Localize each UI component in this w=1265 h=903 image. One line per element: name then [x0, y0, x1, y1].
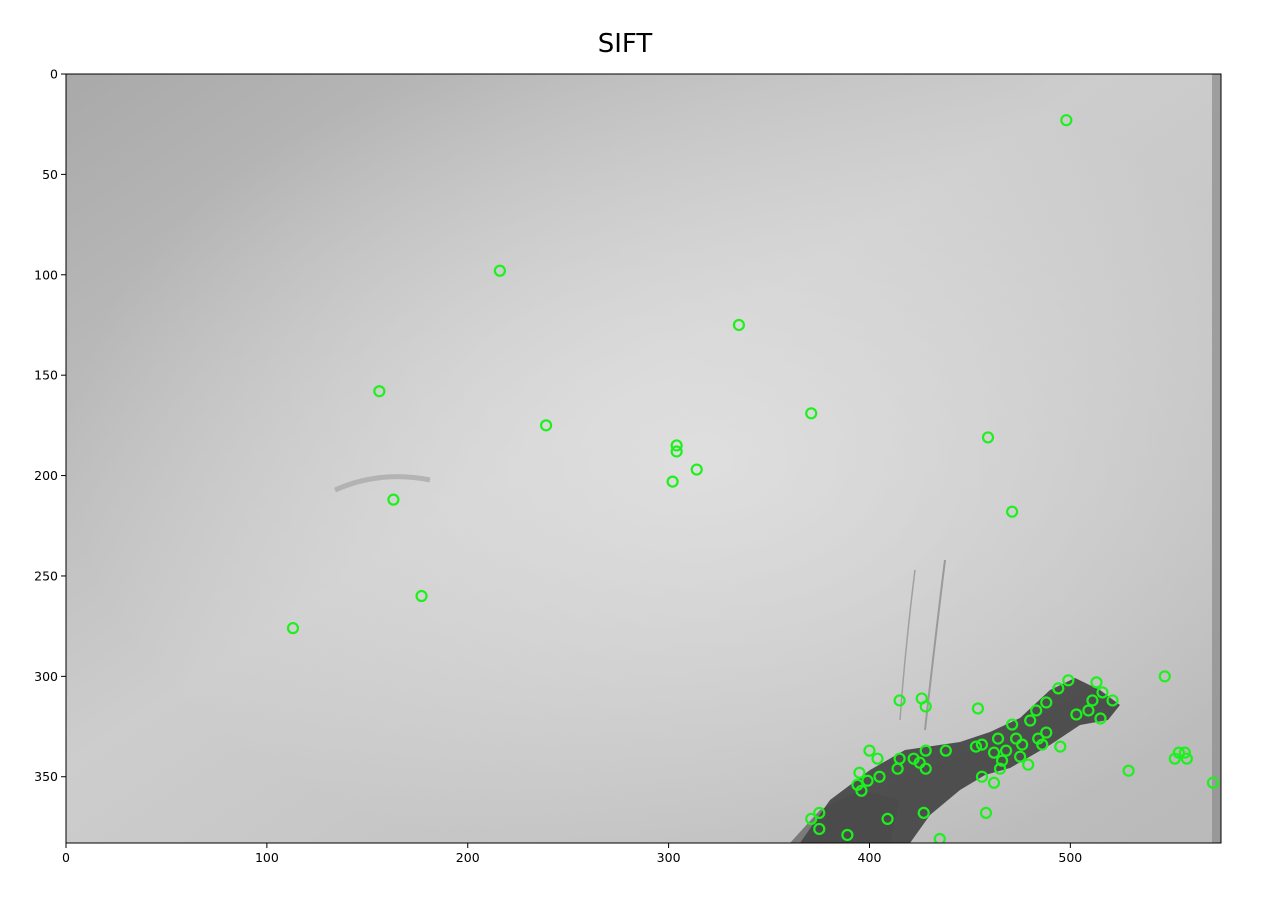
y-tick-label: 0 [50, 67, 58, 82]
keypoint-marker [1060, 114, 1073, 127]
plot-area [66, 74, 1221, 843]
keypoint-marker [891, 762, 904, 775]
keypoint-marker [1010, 732, 1023, 745]
keypoint-marker [1040, 696, 1053, 709]
x-tick-label: 400 [858, 850, 882, 865]
y-tick-label: 50 [42, 167, 58, 182]
keypoint-marker [1014, 750, 1027, 763]
keypoint-marker [913, 756, 926, 769]
keypoint-marker [987, 776, 1001, 789]
keypoint-marker [1016, 738, 1029, 751]
keypoint-marker [1096, 686, 1109, 699]
ridge-shadow [790, 790, 900, 843]
keypoint-marker [1054, 740, 1067, 753]
furrow-line [899, 569, 916, 721]
keypoint-markers [286, 114, 1220, 843]
keypoint-marker [873, 770, 886, 783]
keypoint-marker [919, 762, 932, 775]
keypoint-marker [1070, 708, 1083, 721]
axes-frame [65, 73, 1222, 844]
chart-title: SIFT [598, 29, 653, 59]
keypoint-marker [1168, 752, 1181, 765]
y-axis: 0 50 100 150 200 250 300 350 [34, 67, 66, 784]
keypoint-marker [813, 822, 826, 836]
keypoint-marker [1178, 746, 1191, 759]
x-tick-label: 500 [1058, 850, 1082, 865]
keypoint-marker [1062, 674, 1075, 687]
keypoint-marker [993, 762, 1007, 775]
keypoint-marker [981, 431, 995, 444]
keypoint-marker [732, 318, 746, 332]
keypoint-marker [853, 766, 866, 779]
keypoint-marker [1052, 682, 1065, 695]
keypoint-marker [1206, 776, 1220, 789]
x-tick-label: 200 [456, 850, 480, 865]
keypoint-marker [975, 738, 989, 751]
x-tick-label: 0 [62, 850, 70, 865]
keypoint-marker [917, 806, 930, 819]
keypoint-marker [933, 832, 946, 843]
keypoint-marker [539, 419, 553, 432]
keypoint-marker [1122, 764, 1135, 777]
x-tick-label: 100 [255, 850, 279, 865]
keypoint-marker [999, 744, 1013, 757]
keypoint-marker [1180, 752, 1193, 765]
furrow-line [924, 559, 946, 731]
keypoint-marker [387, 493, 400, 506]
keypoint-marker [855, 784, 868, 797]
y-tick-label: 300 [34, 669, 58, 684]
keypoint-marker [373, 385, 386, 398]
keypoint-marker [1094, 712, 1107, 725]
keypoint-marker [805, 812, 818, 826]
keypoint-marker [1040, 726, 1053, 739]
x-axis: 0 100 200 300 400 500 [62, 843, 1082, 865]
keypoint-marker [1024, 714, 1037, 727]
keypoint-marker [1082, 704, 1095, 717]
keypoint-marker [415, 589, 428, 603]
keypoint-marker [1022, 758, 1035, 771]
keypoint-marker [919, 744, 932, 757]
keypoint-marker [975, 770, 989, 783]
keypoint-marker [1005, 505, 1019, 518]
keypoint-marker [863, 744, 876, 757]
keypoint-marker [841, 828, 854, 842]
keypoint-marker [666, 475, 679, 488]
keypoint-marker [670, 445, 683, 458]
y-tick-label: 200 [34, 468, 58, 483]
x-tick-label: 300 [657, 850, 681, 865]
keypoint-marker [939, 744, 952, 757]
keypoint-marker [813, 806, 826, 819]
y-tick-label: 350 [34, 769, 58, 784]
keypoint-marker [991, 732, 1005, 745]
right-edge-band [1212, 74, 1221, 843]
keypoint-marker [1106, 694, 1119, 707]
seabed-streak [333, 474, 431, 493]
y-tick-label: 250 [34, 568, 58, 583]
y-tick-label: 150 [34, 368, 58, 383]
keypoint-marker [690, 463, 703, 476]
keypoint-marker [871, 752, 884, 765]
keypoint-marker [971, 702, 985, 715]
keypoint-marker [919, 700, 932, 713]
keypoint-marker [670, 439, 683, 452]
keypoint-marker [861, 774, 874, 787]
keypoint-marker [995, 754, 1009, 767]
keypoint-marker [893, 694, 906, 707]
keypoint-marker [493, 264, 506, 277]
keypoint-marker [1158, 670, 1171, 683]
keypoint-marker [881, 812, 894, 826]
keypoint-marker [1090, 676, 1103, 689]
keypoint-marker [805, 407, 818, 420]
keypoint-marker [987, 746, 1001, 759]
y-tick-label: 100 [34, 267, 58, 282]
keypoint-marker [969, 740, 983, 753]
keypoint-marker [286, 622, 300, 635]
keypoint-marker [979, 806, 993, 819]
keypoint-marker [1036, 738, 1049, 751]
keypoint-marker [1086, 694, 1099, 707]
keypoint-marker [1005, 718, 1019, 731]
keypoint-marker [1030, 704, 1043, 717]
